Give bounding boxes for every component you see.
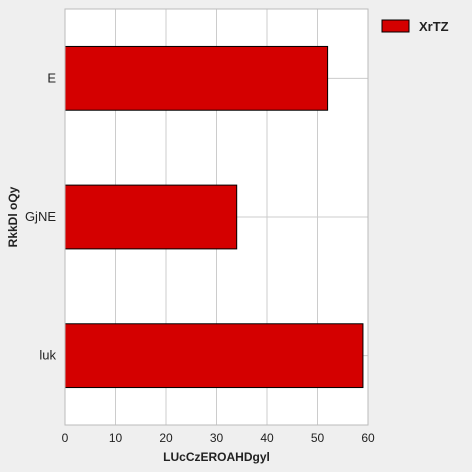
bar <box>64 45 329 111</box>
y-axis-label: RkkDl oQy <box>6 186 20 247</box>
x-tick-label: 0 <box>62 431 69 445</box>
bars <box>64 45 364 389</box>
legend-label: XrTZ <box>419 19 449 34</box>
bar <box>64 323 364 389</box>
y-category-labels: E GjNE luk <box>25 70 57 362</box>
x-tick-label: 10 <box>109 431 123 445</box>
x-tick-labels: 0 10 20 30 40 50 60 <box>62 431 375 445</box>
x-tick-label: 50 <box>311 431 325 445</box>
y-category-label: E <box>47 70 56 85</box>
x-tick-label: 30 <box>210 431 224 445</box>
x-tick-label: 60 <box>361 431 375 445</box>
x-axis-label: LUcCzEROAHDgyl <box>163 450 270 464</box>
y-category-label: luk <box>39 348 56 363</box>
y-category-label: GjNE <box>25 209 56 224</box>
x-tick-label: 40 <box>260 431 274 445</box>
legend-swatch <box>381 19 410 33</box>
legend: XrTZ <box>381 19 449 34</box>
x-tick-label: 20 <box>159 431 173 445</box>
plot-frame <box>64 8 369 426</box>
bar <box>64 184 238 250</box>
